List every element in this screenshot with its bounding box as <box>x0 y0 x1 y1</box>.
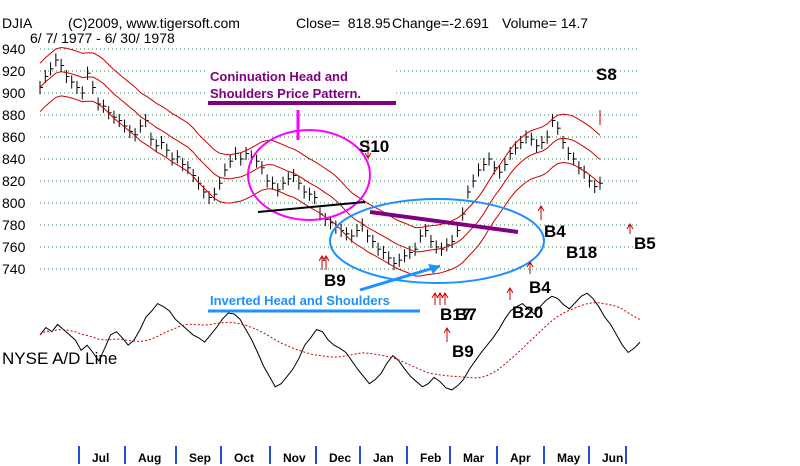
volume-value: Volume= 14.7 <box>502 15 589 31</box>
hs-annotation-line1: Coninuation Head and <box>210 69 348 84</box>
signal-arrow-b9a2-head <box>322 255 330 262</box>
month-label: Jul <box>92 451 109 465</box>
y-tick-label: 900 <box>2 85 26 101</box>
month-label: Aug <box>138 451 161 465</box>
y-tick-label: 940 <box>2 41 26 57</box>
inv-hs-annotation: Inverted Head and Shoulders <box>210 293 390 308</box>
signal-label-s8-1: S8 <box>596 65 617 84</box>
ad-line-label: NYSE A/D Line <box>2 349 117 368</box>
y-tick-label: 820 <box>2 173 26 189</box>
change-value: Change=-2.691 <box>392 15 489 31</box>
month-label: Oct <box>234 451 254 465</box>
signal-label-b5-10: B5 <box>634 234 656 253</box>
moving-average-line <box>39 71 601 253</box>
signal-label-b17-3: B17 <box>440 305 471 324</box>
signal-arrow-feb1-head <box>431 292 439 299</box>
signal-label-b4-8: B4 <box>529 278 551 297</box>
lower-band-line <box>39 95 601 277</box>
ad-line <box>39 292 641 391</box>
date-range: 6/ 7/ 1977 - 6/ 30/ 1978 <box>30 30 175 46</box>
month-label: Feb <box>420 451 441 465</box>
month-label: Dec <box>329 451 351 465</box>
upper-band-line <box>39 46 601 229</box>
signal-label-b4-7: B4 <box>544 222 566 241</box>
signal-label-b9-5: B9 <box>452 342 474 361</box>
close-value: Close= 818.95 <box>296 15 391 31</box>
signal-arrow-feb3-head <box>441 292 449 299</box>
signal-label-b18-9: B18 <box>566 243 597 262</box>
signal-label-s10-0: S10 <box>359 137 389 156</box>
hs-annotation-line2: Shoulders Price Pattern. <box>210 86 361 101</box>
inv-hs-arrowhead <box>428 264 440 274</box>
month-label: Jan <box>373 451 394 465</box>
ticker-label: DJIA <box>2 15 33 31</box>
signal-arrow-feb2-head <box>436 292 444 299</box>
month-label: May <box>557 451 581 465</box>
signal-label-b20-6: B20 <box>512 303 543 322</box>
month-label: Jun <box>602 451 623 465</box>
y-tick-label: 860 <box>2 129 26 145</box>
hs-pattern-circle <box>247 129 371 221</box>
signal-arrow-s10-head <box>364 152 372 159</box>
signal-arrow-b4b-head <box>526 261 534 268</box>
month-label: Sep <box>189 451 211 465</box>
ad-moving-average <box>39 302 641 379</box>
y-tick-label: 920 <box>2 63 26 79</box>
y-tick-label: 800 <box>2 195 26 211</box>
y-tick-label: 780 <box>2 217 26 233</box>
y-tick-label: 760 <box>2 239 26 255</box>
source-label: (C)2009, www.tigersoft.com <box>68 15 240 31</box>
signal-arrow-b4a-head <box>537 205 545 212</box>
y-tick-label: 740 <box>2 261 26 277</box>
signal-arrow-b9b-head <box>443 327 451 334</box>
inv-hs-neckline <box>369 210 519 234</box>
y-tick-label: 840 <box>2 151 26 167</box>
inv-hs-arrow-shaft <box>359 264 441 292</box>
signal-arrow-b5-head <box>626 223 634 230</box>
inv-hs-ellipse <box>329 198 545 284</box>
signal-arrow-b20-head <box>506 287 514 294</box>
month-label: Nov <box>283 451 306 465</box>
signal-label-b7-4: B7 <box>455 305 477 324</box>
month-label: Apr <box>510 451 531 465</box>
y-tick-label: 880 <box>2 107 26 123</box>
signal-label-b9-2: B9 <box>324 271 346 290</box>
month-label: Mar <box>463 451 485 465</box>
hs-neckline <box>257 201 366 213</box>
